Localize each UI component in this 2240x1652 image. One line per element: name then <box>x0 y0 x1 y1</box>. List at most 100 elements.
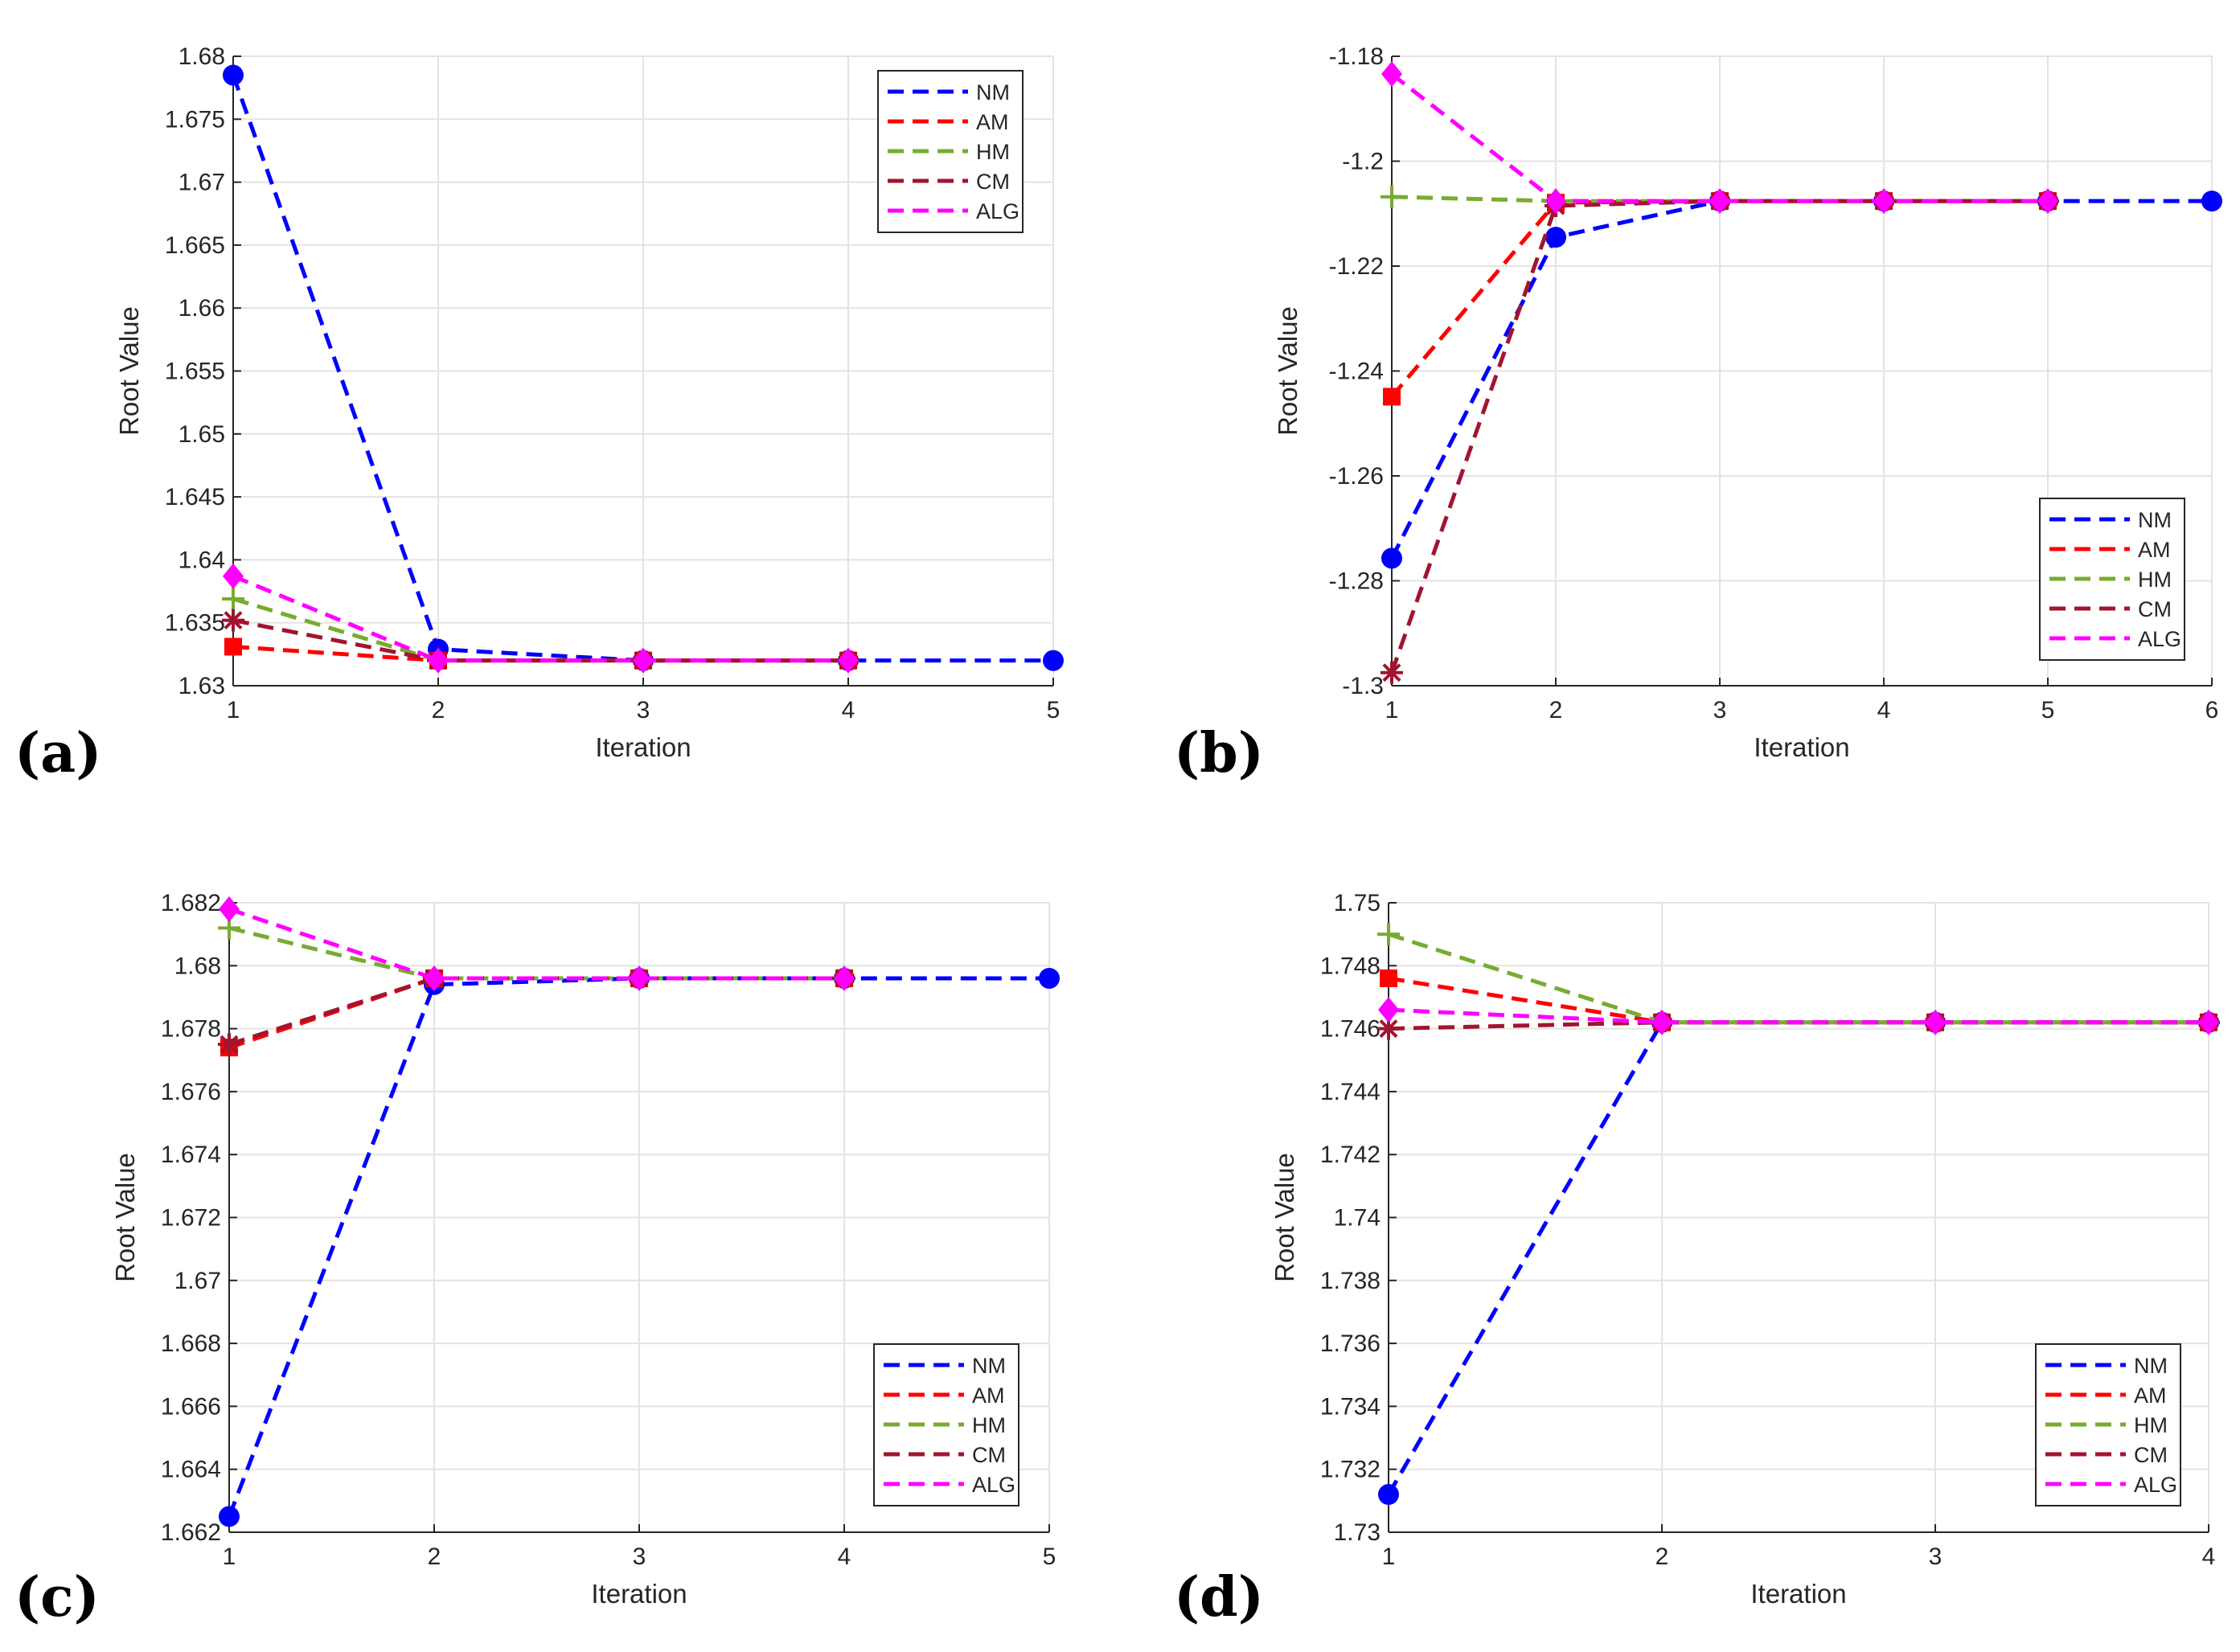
data-point-nm <box>1381 547 1402 569</box>
y-tick-label: 1.732 <box>1320 1457 1381 1483</box>
x-axis-label: Iteration <box>1754 732 1849 762</box>
data-point-hm <box>1381 185 1403 208</box>
x-tick-label: 3 <box>1713 697 1727 724</box>
y-tick-label: -1.26 <box>1329 463 1384 490</box>
data-point-alg <box>1651 1009 1672 1035</box>
legend-label-cm: CM <box>972 1443 1006 1467</box>
legend: NM AM HM CM ALG <box>2035 1343 2181 1506</box>
y-tick-label: 1.73 <box>1334 1519 1381 1546</box>
data-point-nm <box>223 64 244 86</box>
legend-label-nm: NM <box>2138 508 2172 532</box>
series-line-cm <box>228 976 844 1047</box>
data-point-alg <box>1709 188 1730 215</box>
data-point-alg <box>1545 188 1566 215</box>
y-tick-label: 1.662 <box>161 1519 221 1546</box>
y-tick-label: 1.66 <box>178 295 225 322</box>
legend-label-am: AM <box>976 110 1009 134</box>
y-tick-label: 1.655 <box>165 359 225 385</box>
x-tick-label: 1 <box>1385 697 1399 724</box>
y-tick-label: 1.68 <box>174 953 221 979</box>
legend-label-hm: HM <box>972 1413 1006 1437</box>
y-tick-label: 1.736 <box>1320 1330 1381 1357</box>
data-point-alg <box>219 896 240 922</box>
data-point-nm <box>1043 650 1064 671</box>
x-axis-label: Iteration <box>591 1579 687 1609</box>
y-tick-label: 1.67 <box>174 1268 221 1294</box>
chart-d: 1 2 3 4 1.73 1.732 1.734 1.736 1.738 1.74 1.742 1.7… <box>1174 890 2220 1629</box>
legend-label-nm: NM <box>2134 1354 2168 1378</box>
y-tick-label: -1.3 <box>1342 673 1384 699</box>
y-tick-label: 1.64 <box>178 547 225 573</box>
series-line-alg <box>232 574 848 663</box>
data-point-nm <box>2201 191 2222 212</box>
legend: NM AM HM CM ALG <box>877 70 1024 233</box>
legend-label-alg: ALG <box>2134 1473 2177 1497</box>
data-point-alg <box>2198 1009 2219 1035</box>
data-point-nm <box>1378 1484 1399 1506</box>
y-tick-label: 1.746 <box>1320 1016 1381 1043</box>
legend-label-nm: NM <box>976 80 1010 105</box>
chart-a: 1 2 3 4 5 1.63 1.635 1.64 1.645 1.65 1.655 1.66 1.66… <box>14 43 1064 785</box>
legend: NM AM HM CM ALG <box>2039 498 2185 661</box>
data-point-cm <box>222 609 244 632</box>
series-alg <box>223 563 859 674</box>
x-tick-label: 4 <box>838 1543 851 1570</box>
y-tick-label: 1.672 <box>161 1205 221 1232</box>
y-tick-label: 1.65 <box>178 421 225 448</box>
data-point-cm <box>218 1033 240 1056</box>
data-point-alg <box>1925 1009 1946 1035</box>
y-tick-label: -1.28 <box>1329 568 1384 595</box>
x-tick-label: 2 <box>1655 1543 1669 1570</box>
series-line-hm <box>232 596 848 663</box>
y-tick-label: -1.24 <box>1329 359 1384 385</box>
data-point-am <box>224 637 242 656</box>
x-tick-label: 6 <box>2205 697 2219 724</box>
y-tick-label: 1.738 <box>1320 1268 1381 1294</box>
legend-label-alg: ALG <box>2138 627 2181 651</box>
data-point-alg <box>629 965 650 991</box>
legend-label-cm: CM <box>2134 1443 2168 1467</box>
data-point-alg <box>1378 997 1399 1023</box>
panel-label: (a) <box>14 721 101 785</box>
x-tick-label: 5 <box>1043 1543 1056 1570</box>
legend-label-alg: ALG <box>976 199 1019 223</box>
y-tick-label: 1.74 <box>1334 1205 1381 1232</box>
x-tick-label: 5 <box>1047 697 1061 724</box>
data-point-nm <box>1545 227 1566 248</box>
y-tick-label: 1.744 <box>1320 1079 1381 1105</box>
x-tick-label: 3 <box>633 1543 646 1570</box>
y-tick-label: 1.682 <box>161 890 221 916</box>
legend-label-cm: CM <box>2138 597 2172 621</box>
legend-label-hm: HM <box>2134 1413 2168 1437</box>
y-axis-label: Root Value <box>1270 1153 1299 1282</box>
data-point-am <box>1383 387 1401 406</box>
panel-label: (d) <box>1174 1565 1264 1629</box>
y-tick-label: 1.665 <box>165 232 225 259</box>
data-point-nm <box>1039 967 1060 989</box>
data-point-cm <box>1381 661 1403 684</box>
y-tick-label: -1.18 <box>1329 43 1384 70</box>
x-axis-label: Iteration <box>1750 1579 1846 1609</box>
chart-c: 1 2 3 4 5 1.662 1.664 1.666 1.668 1.67 1.672 1.674 1… <box>14 890 1060 1629</box>
y-tick-label: 1.664 <box>161 1457 221 1483</box>
series-line-alg <box>1388 1007 2209 1025</box>
data-point-am <box>1380 969 1397 987</box>
data-point-alg <box>633 647 654 674</box>
data-point-cm <box>1377 1017 1400 1040</box>
panel-label: (c) <box>14 1565 100 1629</box>
chart-b: 1 2 3 4 5 6 -1.3 -1.28 -1.26 -1.24 -1.22 -1.2 -1.18 I… <box>1174 43 2222 785</box>
y-tick-label: 1.668 <box>161 1330 221 1357</box>
legend-label-am: AM <box>2134 1383 2167 1408</box>
x-tick-label: 1 <box>223 1543 236 1570</box>
x-tick-label: 4 <box>842 697 855 724</box>
y-tick-label: 1.675 <box>165 106 225 133</box>
data-point-hm <box>222 587 244 610</box>
panel-label: (b) <box>1174 721 1264 785</box>
series-line-alg <box>228 907 844 981</box>
legend-label-hm: HM <box>2138 568 2172 592</box>
y-tick-label: 1.67 <box>178 170 225 196</box>
data-point-alg <box>223 563 244 589</box>
x-tick-label: 4 <box>2202 1543 2216 1570</box>
series-alg <box>1381 61 2058 215</box>
